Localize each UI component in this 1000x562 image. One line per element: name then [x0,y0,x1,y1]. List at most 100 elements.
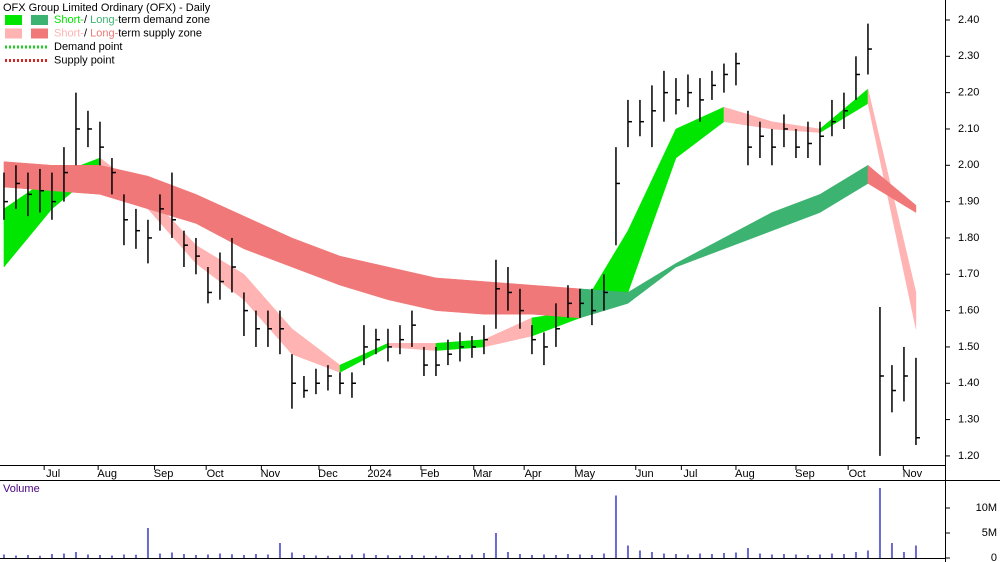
zone-segment [435,277,485,315]
x-tick-label: 2024 [367,468,391,480]
volume-bar [290,552,293,558]
volume-bar [770,554,773,558]
volume-bar [674,554,677,558]
zone-segment [867,164,917,213]
legend-text-part: / [84,27,90,39]
chart-title: OFX Group Limited Ordinary (OFX) - Daily [3,2,211,14]
y-tick-label: 2.30 [958,50,979,62]
volume-bar [170,552,173,558]
volume-bar [806,555,809,558]
y-tick-label: 1.90 [958,196,979,208]
volume-bar [710,554,713,558]
volume-bar [398,555,401,558]
volume-bar [230,554,233,558]
volume-bar [914,545,917,558]
y-tick-label: 2.20 [958,87,979,99]
volume-bar [686,554,689,558]
volume-bar [386,555,389,558]
volume-bar [14,555,17,558]
legend-label: Demand point [54,41,123,53]
volume-bar [662,553,665,558]
volume-bar [38,555,41,558]
x-tick-label: Dec [318,468,338,480]
volume-bar [866,550,869,558]
volume-bar [566,554,569,558]
volume-bar [326,555,329,558]
y-tick-label: 10M [976,502,997,514]
y-tick-label: 1.40 [958,377,979,389]
volume-bar [2,554,5,558]
legend-text-part: Short- [54,14,84,26]
volume-bar [110,555,113,558]
x-tick-label: Jun [636,468,654,480]
volume-bar [362,553,365,558]
volume-bar [266,554,269,558]
x-tick-label: Nov [903,468,923,480]
y-tick-label: 1.70 [958,268,979,280]
volume-bar [62,553,65,558]
volume-bar [794,554,797,558]
volume-bar [194,555,197,558]
volume-bar [242,555,245,558]
y-tick-label: 0 [991,552,997,562]
volume-bar [470,554,473,558]
volume-bar [878,488,881,558]
x-tick-label: Oct [207,468,224,480]
y-tick-label: 2.00 [958,159,979,171]
volume-bar [218,553,221,558]
volume-bar [722,553,725,558]
x-tick-label: Jul [46,468,60,480]
y-tick-label: 1.30 [958,413,979,425]
volume-bar [434,555,437,558]
y-tick-label: 2.10 [958,123,979,135]
volume-bar [26,555,29,558]
volume-bar [350,554,353,558]
volume-bar [830,553,833,558]
volume-bar [506,552,509,558]
volume-bar [146,528,149,558]
volume-bar [302,555,305,558]
volume-bar [554,555,557,558]
volume-bar [182,554,185,558]
x-tick-label: Feb [420,468,439,480]
volume-bar [578,554,581,558]
x-tick-label: Apr [525,468,542,480]
x-tick-label: Aug [97,468,117,480]
legend-text-part: Short- [54,27,84,39]
volume-bar [782,554,785,558]
volume-bar [734,552,737,558]
volume-bar [422,555,425,558]
volume-bar [890,543,893,558]
volume-bar [902,552,905,558]
volume-bar [638,550,641,558]
x-tick-label: Sep [795,468,815,480]
legend-swatch [31,15,48,25]
volume-bar [374,555,377,558]
volume-bar [122,554,125,558]
volume-bar [698,553,701,558]
y-tick-label: 2.40 [958,14,979,26]
volume-bar [158,553,161,558]
volume-bar [458,555,461,558]
legend-swatch [5,28,22,39]
legend-label: Supply point [54,54,115,66]
legend-label: Short-/ Long-term demand zone [54,14,210,26]
x-tick-label: Mar [473,468,492,480]
volume-bar [590,555,593,558]
legend-text-part: / [84,14,90,26]
legend-text-part: Long- [90,14,118,26]
x-tick-label: Nov [261,468,281,480]
volume-bar [134,554,137,558]
legend-label: Short-/ Long-term supply zone [54,27,202,39]
volume-bar [530,555,533,558]
volume-bar [446,555,449,558]
x-tick-label: Aug [735,468,755,480]
volume-bar [482,553,485,558]
volume-bar [518,554,521,558]
volume-bar [542,554,545,558]
volume-bar [50,554,53,558]
x-tick-label: Oct [849,468,866,480]
legend-swatch [5,15,22,25]
volume-bar [614,495,617,558]
